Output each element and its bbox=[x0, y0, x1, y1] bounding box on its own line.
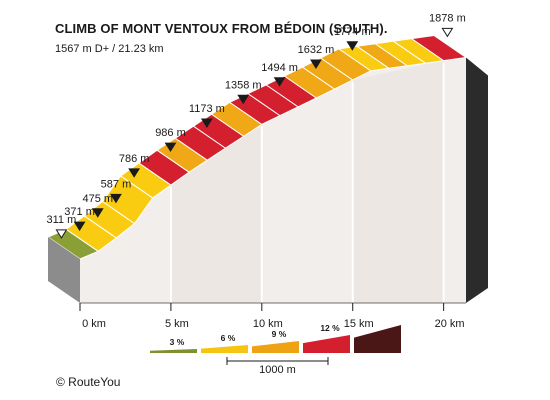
checkpoint-label: 786 m bbox=[119, 153, 150, 165]
profile-segment bbox=[411, 34, 467, 62]
legend-swatch bbox=[354, 325, 401, 353]
checkpoint-marker bbox=[346, 41, 359, 51]
scale-bar-label: 1000 m bbox=[259, 364, 296, 376]
legend-swatch bbox=[201, 345, 248, 353]
chart-subtitle: 1567 m D+ / 21.23 km bbox=[55, 43, 164, 55]
x-tick-label: 0 km bbox=[82, 318, 106, 330]
legend-swatch bbox=[150, 349, 197, 353]
legend-swatch bbox=[252, 341, 299, 353]
legend-label: 6 % bbox=[221, 333, 236, 343]
legend-swatch bbox=[303, 335, 350, 353]
profile-side-band bbox=[170, 124, 262, 303]
checkpoint-marker bbox=[310, 59, 322, 69]
checkpoint-label: 587 m bbox=[101, 178, 132, 190]
checkpoint-label: 311 m bbox=[47, 214, 77, 226]
checkpoint-label: 1632 m bbox=[298, 44, 335, 56]
checkpoint-label: 1494 m bbox=[261, 62, 298, 74]
checkpoint-label: 1774 m bbox=[334, 26, 371, 38]
checkpoint-label: 986 m bbox=[155, 127, 186, 139]
checkpoint-marker bbox=[55, 229, 68, 239]
checkpoint-marker bbox=[110, 193, 122, 204]
copyright-notice: © RouteYou bbox=[56, 375, 121, 389]
profile-end-wall bbox=[466, 57, 488, 304]
checkpoint-label: 475 m bbox=[82, 193, 113, 205]
chart-title: CLIMB OF MONT VENTOUX FROM BÉDOIN (SOUTH… bbox=[55, 21, 388, 36]
checkpoint-marker bbox=[441, 27, 454, 38]
profile-side-band bbox=[352, 60, 444, 303]
checkpoint-marker bbox=[164, 142, 177, 153]
gradient-legend: 3 % 6 % 9 % 12 % 1000 m bbox=[150, 323, 401, 376]
legend-label: 12 % bbox=[320, 323, 340, 333]
distance-axis: 0 km 5 km 10 km 15 km 20 km bbox=[79, 303, 465, 330]
checkpoint-label: 1173 m bbox=[189, 103, 225, 115]
legend-label: 3 % bbox=[170, 337, 185, 347]
legend-label: 9 % bbox=[272, 329, 287, 339]
profile-start-block bbox=[48, 237, 80, 303]
checkpoint-marker bbox=[73, 221, 86, 232]
checkpoint-marker bbox=[128, 168, 141, 178]
x-tick-label: 5 km bbox=[165, 318, 189, 330]
x-tick-label: 20 km bbox=[435, 318, 465, 330]
profile-side-layer bbox=[80, 57, 488, 304]
checkpoint-marker bbox=[237, 94, 250, 105]
checkpoint-marker bbox=[91, 208, 104, 218]
checkpoint-label: 1878 m bbox=[429, 12, 466, 24]
checkpoint-label: 1358 m bbox=[225, 79, 262, 91]
checkpoint-marker bbox=[200, 118, 213, 128]
x-tick-label: 15 km bbox=[344, 318, 374, 330]
checkpoint-label: 371 m bbox=[64, 206, 95, 218]
checkpoint-marker bbox=[273, 77, 286, 87]
x-tick-label: 10 km bbox=[253, 318, 283, 330]
